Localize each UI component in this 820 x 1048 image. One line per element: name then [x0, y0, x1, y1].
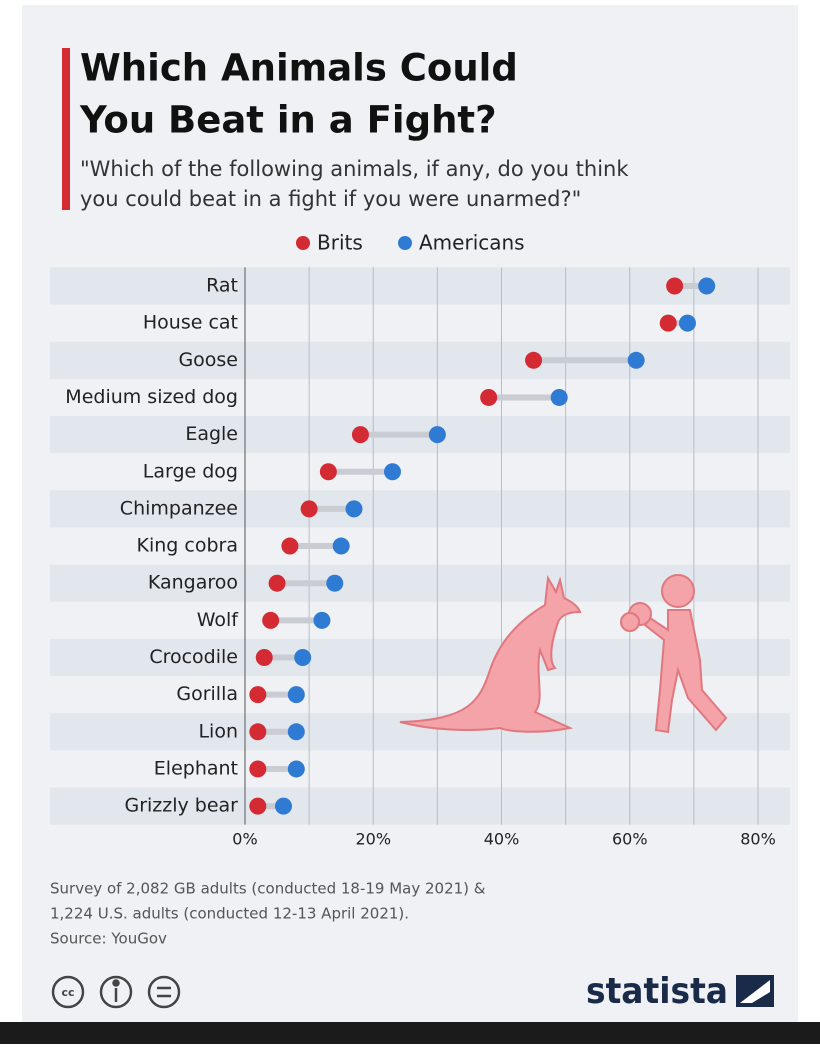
dot: [383, 463, 401, 481]
dot: [550, 388, 568, 406]
brand: statista: [586, 971, 728, 1012]
category-label: House cat: [143, 312, 238, 334]
x-tick-label: 20%: [355, 830, 391, 849]
x-tick-label: 0%: [232, 830, 257, 849]
dot: [480, 388, 498, 406]
dot: [326, 574, 344, 592]
chart-title: You Beat in a Fight?: [79, 99, 497, 142]
category-label: Kangaroo: [148, 572, 238, 594]
dot: [249, 760, 267, 778]
category-label: Grizzly bear: [124, 795, 238, 817]
dot: [678, 314, 696, 332]
dot: [666, 277, 684, 295]
chart-subtitle: you could beat in a fight if you were un…: [80, 187, 581, 211]
dot: [300, 500, 318, 518]
chart-subtitle: "Which of the following animals, if any,…: [80, 157, 629, 181]
category-label: Rat: [206, 275, 238, 297]
category-label: Crocodile: [149, 646, 238, 668]
dot: [428, 426, 446, 444]
x-tick-label: 60%: [612, 830, 648, 849]
title-accent: [62, 48, 70, 210]
chart-title: Which Animals Could: [80, 47, 518, 90]
dot: [249, 797, 267, 815]
footnote: Source: YouGov: [50, 930, 167, 948]
license-icons: cc: [51, 975, 181, 1009]
category-label: Medium sized dog: [65, 386, 238, 408]
dot: [659, 314, 677, 332]
dot: [255, 649, 273, 666]
dot: [281, 537, 299, 555]
category-label: Wolf: [197, 609, 240, 631]
dot: [627, 351, 645, 369]
x-tick-label: 80%: [740, 830, 776, 849]
watermark-bar: [0, 1022, 820, 1044]
dot: [351, 426, 369, 444]
illustration: [399, 574, 728, 734]
dot: [313, 611, 331, 629]
dot: [274, 797, 292, 815]
category-label: Chimpanzee: [120, 497, 238, 519]
category-label: Large dog: [143, 460, 238, 482]
legend-marker: [398, 236, 412, 250]
svg-text:cc: cc: [61, 986, 74, 999]
dot: [287, 686, 305, 704]
footnote: 1,224 U.S. adults (conducted 12-13 April…: [50, 905, 409, 923]
legend-marker: [296, 236, 310, 250]
dot: [332, 537, 350, 555]
dot: [698, 277, 716, 295]
dot: [345, 500, 363, 518]
dot: [249, 686, 267, 704]
dot: [262, 611, 280, 629]
row-band: [50, 490, 790, 528]
legend-label: Brits: [317, 231, 363, 255]
category-label: Eagle: [185, 423, 238, 445]
brand-logo: [736, 975, 774, 1007]
dot: [287, 723, 305, 741]
row-band: [50, 713, 790, 751]
x-tick-label: 40%: [484, 830, 520, 849]
category-label: King cobra: [137, 535, 238, 557]
row-band: [50, 341, 790, 379]
footnote: Survey of 2,082 GB adults (conducted 18-…: [50, 880, 486, 898]
dot: [525, 351, 543, 369]
category-label: Lion: [198, 720, 238, 742]
category-label: Elephant: [154, 757, 238, 779]
row-band: [50, 787, 790, 825]
dot: [287, 760, 305, 778]
category-label: Goose: [178, 349, 238, 371]
dot: [268, 574, 286, 592]
dot: [294, 649, 312, 666]
category-label: Gorilla: [176, 683, 238, 705]
legend-label: Americans: [419, 231, 525, 255]
dot: [319, 463, 337, 481]
dot: [249, 723, 267, 741]
